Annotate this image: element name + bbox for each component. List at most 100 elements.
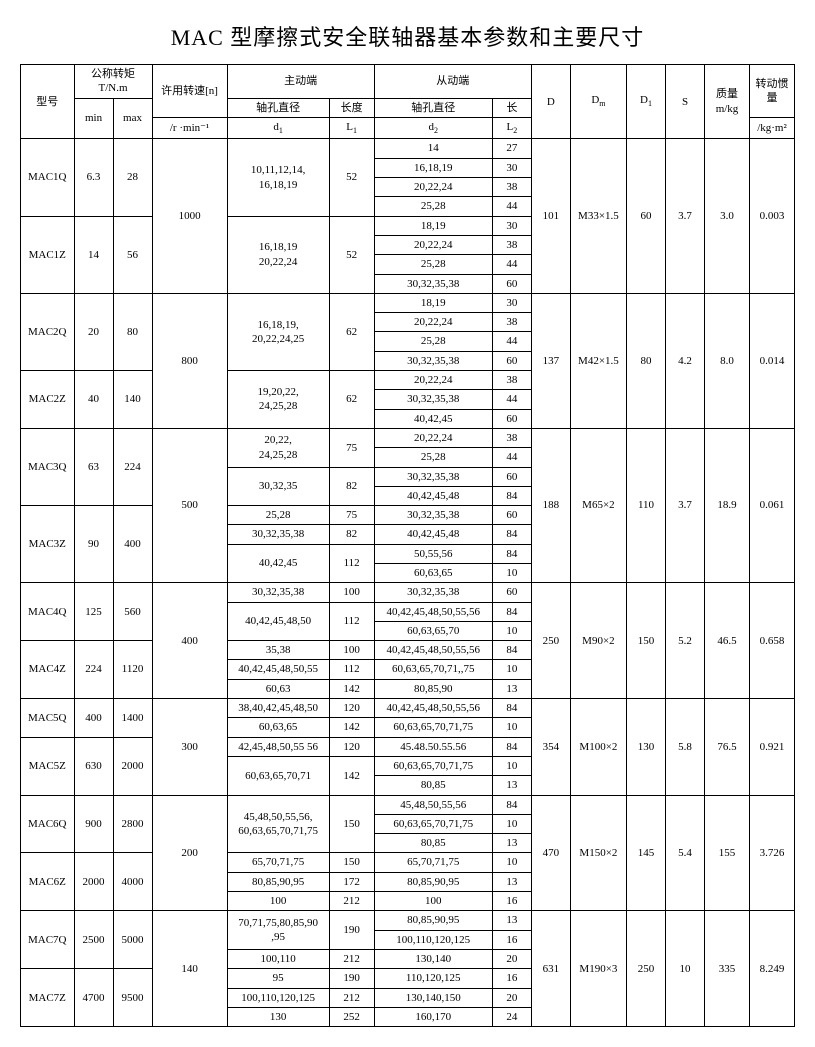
S-cell: 10 xyxy=(666,911,705,1027)
col-d2: d2 xyxy=(374,117,492,139)
d1-cell: 30,32,35 xyxy=(227,467,329,506)
col-inertia-unit: /kg·m² xyxy=(750,117,795,139)
d2-cell: 160,170 xyxy=(374,1007,492,1026)
d2-cell: 80,85 xyxy=(374,776,492,795)
d2-cell: 25,28 xyxy=(374,255,492,274)
Dm-cell: M33×1.5 xyxy=(570,139,626,293)
mass-cell: 8.0 xyxy=(705,293,750,428)
L2-cell: 44 xyxy=(492,390,531,409)
d1-cell: 60,63,65,70,71 xyxy=(227,756,329,795)
d2-cell: 16,18,19 xyxy=(374,158,492,177)
L2-cell: 38 xyxy=(492,178,531,197)
d2-cell: 30,32,35,38 xyxy=(374,390,492,409)
col-min: min xyxy=(74,98,113,139)
L2-cell: 10 xyxy=(492,853,531,872)
d2-cell: 80,85,90,95 xyxy=(374,911,492,930)
L1-cell: 120 xyxy=(329,737,374,756)
col-Dm: Dm xyxy=(570,65,626,139)
L2-cell: 60 xyxy=(492,274,531,293)
inertia-cell: 8.249 xyxy=(750,911,795,1027)
d2-cell: 100,110,120,125 xyxy=(374,930,492,949)
d1-cell: 100,110 xyxy=(227,949,329,968)
max-cell: 400 xyxy=(113,506,152,583)
model-cell: MAC2Q xyxy=(21,293,75,370)
D-cell: 188 xyxy=(531,428,570,582)
L2-cell: 60 xyxy=(492,506,531,525)
D-cell: 101 xyxy=(531,139,570,293)
page-title: MAC 型摩擦式安全联轴器基本参数和主要尺寸 xyxy=(20,20,795,52)
L1-cell: 82 xyxy=(329,467,374,506)
table-row: MAC7Q2500500014070,71,75,80,85,90 ,95190… xyxy=(21,911,795,930)
L1-cell: 112 xyxy=(329,544,374,583)
D-cell: 250 xyxy=(531,583,570,699)
min-cell: 14 xyxy=(74,216,113,293)
d1-cell: 80,85,90,95 xyxy=(227,872,329,891)
L2-cell: 44 xyxy=(492,255,531,274)
d2-cell: 20,22,24 xyxy=(374,178,492,197)
L1-cell: 120 xyxy=(329,699,374,718)
L2-cell: 60 xyxy=(492,583,531,602)
mass-cell: 76.5 xyxy=(705,699,750,795)
Dm-cell: M190×3 xyxy=(570,911,626,1027)
speed-cell: 1000 xyxy=(152,139,227,293)
max-cell: 56 xyxy=(113,216,152,293)
inertia-cell: 0.658 xyxy=(750,583,795,699)
d1-cell: 130 xyxy=(227,1007,329,1026)
min-cell: 20 xyxy=(74,293,113,370)
max-cell: 5000 xyxy=(113,911,152,969)
col-length-1: 长度 xyxy=(329,98,374,117)
min-cell: 2500 xyxy=(74,911,113,969)
d2-cell: 60,63,65,70,71,75 xyxy=(374,718,492,737)
L2-cell: 16 xyxy=(492,930,531,949)
col-max: max xyxy=(113,98,152,139)
d2-cell: 60,63,65,70 xyxy=(374,621,492,640)
mass-cell: 18.9 xyxy=(705,428,750,582)
S-cell: 5.8 xyxy=(666,699,705,795)
L2-cell: 13 xyxy=(492,679,531,698)
model-cell: MAC2Z xyxy=(21,371,75,429)
model-cell: MAC1Z xyxy=(21,216,75,293)
L1-cell: 112 xyxy=(329,660,374,679)
d1-cell: 30,32,35,38 xyxy=(227,525,329,544)
table-row: MAC3Q6322450020,22, 24,25,287520,22,2438… xyxy=(21,428,795,447)
max-cell: 28 xyxy=(113,139,152,216)
d2-cell: 80,85 xyxy=(374,834,492,853)
model-cell: MAC1Q xyxy=(21,139,75,216)
L2-cell: 44 xyxy=(492,197,531,216)
d2-cell: 25,28 xyxy=(374,332,492,351)
L2-cell: 30 xyxy=(492,158,531,177)
model-cell: MAC3Q xyxy=(21,428,75,505)
max-cell: 9500 xyxy=(113,969,152,1027)
speed-cell: 800 xyxy=(152,293,227,428)
L2-cell: 60 xyxy=(492,409,531,428)
L2-cell: 84 xyxy=(492,544,531,563)
d1-cell: 40,42,45 xyxy=(227,544,329,583)
L1-cell: 142 xyxy=(329,679,374,698)
col-D: D xyxy=(531,65,570,139)
L2-cell: 16 xyxy=(492,892,531,911)
col-inertia: 转动惯量 xyxy=(750,65,795,118)
d2-cell: 60,63,65 xyxy=(374,564,492,583)
model-cell: MAC5Q xyxy=(21,699,75,738)
col-speed-unit: /r ·min⁻¹ xyxy=(152,117,227,139)
max-cell: 560 xyxy=(113,583,152,641)
speed-cell: 140 xyxy=(152,911,227,1027)
D1-cell: 130 xyxy=(627,699,666,795)
D1-cell: 80 xyxy=(627,293,666,428)
spec-table: 型号 公称转矩 T/N.m 许用转速[n] 主动端 从动端 D Dm D1 S … xyxy=(20,64,795,1027)
L2-cell: 20 xyxy=(492,949,531,968)
d2-cell: 40,42,45 xyxy=(374,409,492,428)
D1-cell: 110 xyxy=(627,428,666,582)
model-cell: MAC5Z xyxy=(21,737,75,795)
L2-cell: 84 xyxy=(492,795,531,814)
min-cell: 125 xyxy=(74,583,113,641)
L1-cell: 75 xyxy=(329,428,374,467)
d2-cell: 130,140,150 xyxy=(374,988,492,1007)
L1-cell: 62 xyxy=(329,293,374,370)
d2-cell: 20,22,24 xyxy=(374,371,492,390)
Dm-cell: M65×2 xyxy=(570,428,626,582)
d1-cell: 100,110,120,125 xyxy=(227,988,329,1007)
d1-cell: 30,32,35,38 xyxy=(227,583,329,602)
L2-cell: 13 xyxy=(492,872,531,891)
d2-cell: 40,42,45,48,50,55,56 xyxy=(374,699,492,718)
